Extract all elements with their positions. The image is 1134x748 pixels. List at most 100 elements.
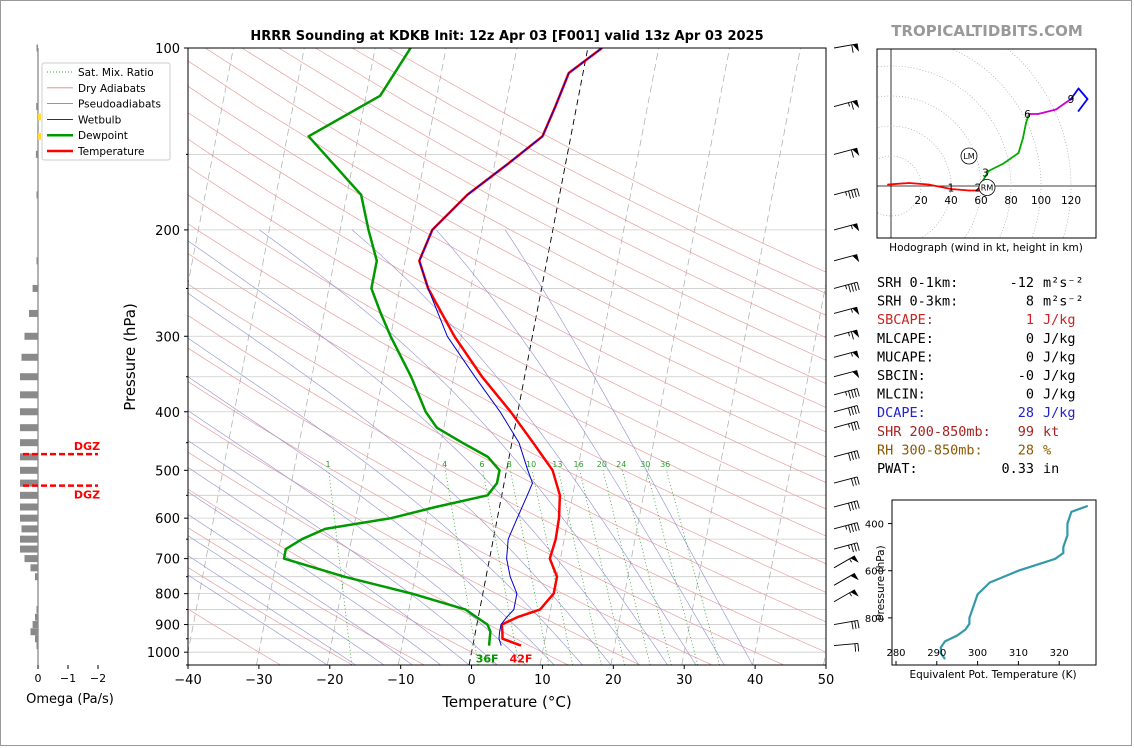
wind-barb	[833, 254, 860, 263]
pseudoadiabat	[436, 229, 725, 665]
dry-adiabat	[188, 138, 826, 483]
surface-temperature-label: 42F	[510, 653, 533, 666]
theta-e-x-tick-label: 300	[968, 648, 987, 659]
hodograph-ring	[1007, 49, 1072, 238]
pseudoadiabat	[188, 240, 640, 665]
x-tick-label: 10	[534, 673, 551, 688]
mixing-ratio-label: 1	[326, 460, 331, 469]
theta-e-axes-frame	[891, 499, 1097, 666]
hodograph-segment	[1070, 87, 1080, 100]
hodograph-segment	[981, 170, 990, 183]
omega-tick-label: −2	[90, 672, 106, 685]
index-label: SRH 0-3km:	[877, 294, 958, 310]
indices-table: SRH 0-1km: -12 m²s⁻² SRH 0-3km: 8 m²s⁻² SBCAPE…	[877, 275, 1084, 477]
x-tick-label: 40	[747, 673, 764, 688]
hodograph-height-label: 9	[1068, 94, 1075, 106]
isotherm-line	[681, 48, 801, 665]
wind-barb	[833, 99, 860, 110]
hodograph-ring	[877, 65, 1012, 238]
dry-adiabat	[188, 253, 826, 593]
y-tick-label: 600	[155, 512, 180, 527]
pseudoadiabat	[504, 229, 753, 665]
hodograph: 20 40 60 80 100 120 1 23 6 9 LM RM	[876, 48, 1097, 239]
index-unit: kt	[1043, 424, 1059, 440]
omega-bar	[32, 621, 38, 629]
y-tick-label: 900	[155, 619, 180, 634]
series-line-dewpoint	[282, 48, 501, 646]
index-unit: J/kg	[1043, 405, 1076, 421]
watermark: TROPICALTIDBITS.COM	[891, 22, 1083, 40]
index-value: -12	[1010, 275, 1034, 291]
chart-title: HRRR Sounding at KDKB Init: 12z Apr 03 […	[250, 29, 763, 44]
wind-barb	[833, 572, 859, 586]
index-label: PWAT:	[877, 461, 918, 477]
omega-bar	[24, 555, 38, 563]
wind-barb	[833, 405, 860, 416]
omega-highlight-bar	[38, 113, 41, 121]
hodograph-segment	[1077, 98, 1089, 112]
mixing-ratio-label: 13	[552, 460, 562, 469]
omega-bar	[20, 545, 38, 553]
omega-bar	[30, 564, 38, 572]
dry-adiabat	[188, 166, 826, 510]
x-tick-label: 0	[467, 673, 475, 688]
omega-bar	[32, 284, 38, 292]
index-value: 0	[1026, 331, 1034, 347]
theta-e-ylabel: Pressure (hPa)	[875, 545, 887, 620]
dry-adiabat	[188, 567, 353, 665]
dry-adiabat	[188, 381, 713, 665]
omega-bar	[20, 439, 38, 447]
dry-adiabat	[278, 48, 826, 338]
storm-motion-label: RM	[981, 184, 994, 193]
wind-barb	[833, 619, 860, 630]
hodograph-segment	[1055, 98, 1072, 111]
index-unit: J/kg	[1043, 331, 1076, 347]
wind-barb	[833, 223, 860, 232]
hodograph-height-label: 6	[1024, 109, 1031, 121]
dry-adiabat	[315, 48, 826, 316]
wind-barb	[833, 450, 860, 461]
isotherm-line	[539, 48, 660, 665]
x-tick-label: −30	[245, 673, 272, 688]
omega-bar	[35, 635, 38, 643]
storm-motion-marker	[960, 147, 978, 165]
index-label: SRH 0-1km:	[877, 275, 958, 291]
index-unit: in	[1043, 461, 1059, 477]
theta-e-line	[939, 504, 1089, 660]
omega-tick-label: 0	[35, 672, 42, 685]
series-line-wetbulb	[418, 48, 603, 646]
hodograph-segment	[908, 182, 930, 186]
index-label: MLCAPE:	[877, 331, 934, 347]
omega-bar	[20, 424, 38, 432]
dry-adiabat	[188, 85, 826, 433]
y-tick-label: 700	[155, 553, 180, 568]
mixing-ratio-label: 24	[616, 460, 626, 469]
x-axis-label: Temperature (°C)	[441, 693, 571, 711]
isotherm-line	[188, 48, 305, 655]
hodograph-segment	[1025, 113, 1030, 124]
y-tick-label: 400	[155, 406, 180, 421]
omega-bar	[36, 606, 38, 614]
mixing-ratio-line	[666, 470, 721, 665]
wind-barb	[833, 421, 860, 431]
mixing-ratio-line	[646, 470, 699, 665]
hodograph-height-label: 2	[975, 183, 982, 195]
index-value: 1	[1026, 312, 1034, 328]
theta-e-xlabel: Equivalent Pot. Temperature (K)	[909, 669, 1076, 681]
omega-bar	[29, 309, 38, 317]
wind-barb	[833, 643, 860, 652]
x-tick-label: 20	[605, 673, 622, 688]
hodograph-ring	[877, 155, 922, 217]
isotherm-line	[0, 48, 21, 665]
hodograph-ring	[951, 49, 1042, 238]
omega-bar	[20, 453, 38, 461]
omega-bar	[20, 466, 38, 474]
omega-bar	[20, 373, 38, 381]
isotherm-line	[468, 48, 589, 665]
index-value: 28	[1018, 442, 1034, 458]
omega-highlight-bar	[38, 132, 41, 140]
theta-e-y-tick-label: 600	[865, 567, 884, 578]
skewt-plot: 1 4 6 8 10 13 16 20 24 30 36 36F 42F −40 −30 −20 −10 0 1…	[0, 42, 834, 688]
hodograph-ring	[877, 125, 952, 238]
